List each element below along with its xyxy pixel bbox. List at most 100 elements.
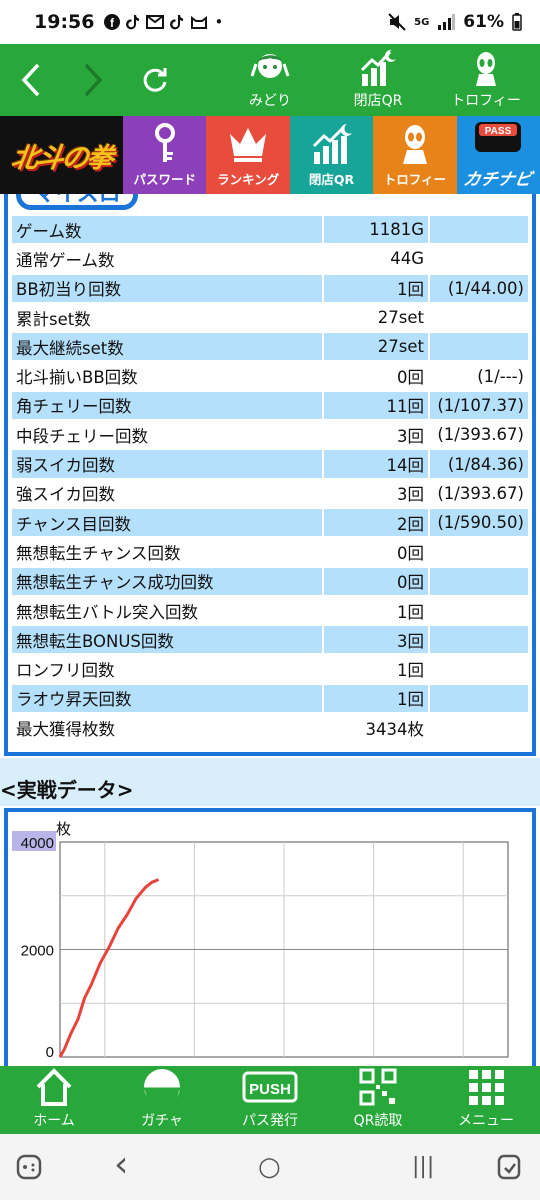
bottom-nav-gacha-label: ガチャ: [141, 1113, 183, 1129]
stats-row: チャンス目回数 2回 (1/590.50): [12, 508, 528, 537]
stats-row: 累計set数 27set: [12, 303, 528, 332]
stat-ratio: [428, 538, 528, 566]
bottom-nav-home-label: ホーム: [33, 1113, 75, 1129]
banner-trophy[interactable]: トロフィー: [373, 116, 457, 194]
bottom-nav-pass[interactable]: PUSH パス発行: [216, 1066, 324, 1134]
stat-value: 0回: [322, 567, 428, 595]
system-nav-bar: ‹ ○ |||: [0, 1134, 540, 1200]
myslo-label: マイスロ: [16, 194, 138, 210]
banner-kachinavi[interactable]: PASS カチナビ: [456, 116, 540, 194]
bottom-nav-home[interactable]: ホーム: [0, 1066, 108, 1134]
top-nav-qr-label: 閉店QR: [353, 93, 403, 109]
notification-icons: f •: [104, 13, 223, 31]
banner-trophy-label: トロフィー: [383, 172, 447, 187]
system-back-button[interactable]: ‹: [114, 1144, 129, 1185]
status-bar: 19:56 f • 5G 61%: [0, 0, 540, 44]
chart-y-tick-label: 2000: [21, 943, 54, 960]
stat-label: 最大継続set数: [12, 333, 322, 361]
qr-icon: [359, 1068, 397, 1106]
forward-button[interactable]: [62, 44, 124, 116]
tiktok-icon: [170, 15, 184, 30]
chart-y-unit: 枚: [56, 821, 71, 838]
chevron-right-icon: [84, 63, 103, 97]
banner-kachinavi-label: カチナビ: [462, 170, 534, 190]
gacha-icon: [144, 1069, 180, 1106]
bottom-nav-gacha[interactable]: ガチャ: [108, 1066, 216, 1134]
status-time: 19:56: [34, 11, 95, 33]
reload-button[interactable]: [124, 44, 186, 116]
bottom-nav-qr[interactable]: QR読取: [324, 1066, 432, 1134]
stats-row: 弱スイカ回数 14回 (1/84.36): [12, 450, 528, 478]
banner-closing-qr[interactable]: 閉店QR: [289, 116, 374, 194]
system-recents-button[interactable]: |||: [412, 1154, 435, 1179]
stat-label: 無想転生バトル突入回数: [16, 602, 198, 622]
alien-icon: [402, 125, 427, 164]
facebook-icon: f: [104, 14, 121, 30]
stat-ratio: [428, 216, 528, 244]
bottom-nav-menu[interactable]: メニュー: [432, 1066, 540, 1134]
stat-ratio: [428, 596, 528, 625]
stats-row: 無想転生チャンス回数 0回: [12, 538, 528, 566]
signal-icon: [438, 14, 456, 30]
bottom-nav: ホーム ガチャ PUSH パス発行 QR読取 メニュー: [0, 1066, 540, 1134]
top-nav-qr[interactable]: 閉店QR: [328, 44, 428, 116]
banner-ranking-label: ランキング: [217, 172, 280, 187]
network-label: 5G: [414, 16, 430, 28]
stat-label: 弱スイカ回数: [12, 450, 322, 478]
stats-row: 無想転生バトル突入回数 1回: [12, 596, 528, 625]
stat-ratio: [428, 333, 528, 361]
svg-text:PUSH: PUSH: [249, 1081, 291, 1098]
chart-up-icon: [312, 123, 352, 164]
bottom-nav-menu-label: メニュー: [458, 1113, 514, 1129]
stat-value: 1181G: [322, 216, 428, 244]
stats-row: 通常ゲーム数 44G: [12, 245, 528, 273]
character-icon: [250, 54, 290, 78]
top-nav-trophy[interactable]: トロフィー: [436, 44, 536, 116]
stat-label: 無想転生チャンス成功回数: [12, 567, 322, 595]
stat-label: 累計set数: [16, 309, 91, 329]
top-nav-trophy-label: トロフィー: [451, 93, 521, 109]
stat-value: 3434枚: [322, 714, 428, 742]
chart-series-line: [58, 878, 160, 1058]
banner-password[interactable]: パスワード: [123, 116, 207, 194]
banner-menu: 北斗の拳 パスワード ランキング 閉店QR トロフィー PASS カチナビ: [0, 116, 540, 194]
stat-ratio: (1/393.67): [428, 479, 528, 507]
push-icon: PUSH: [242, 1071, 298, 1103]
banner-ranking[interactable]: ランキング: [206, 116, 290, 194]
tiktok-icon: [126, 15, 140, 30]
stat-label: ゲーム数: [12, 216, 322, 244]
stat-value: 14回: [322, 450, 428, 478]
game-launcher-icon[interactable]: [16, 1154, 42, 1180]
stat-label: 北斗揃いBB回数: [16, 368, 138, 388]
game-logo[interactable]: 北斗の拳: [0, 116, 124, 194]
bottom-nav-pass-label: パス発行: [242, 1113, 298, 1129]
stat-value: 1回: [322, 274, 428, 302]
stats-row: ゲーム数 1181G: [12, 216, 528, 244]
system-home-button[interactable]: ○: [258, 1152, 281, 1182]
chevron-left-icon: [21, 63, 40, 97]
mail-icon: [146, 15, 165, 29]
svg-text:f: f: [110, 16, 115, 30]
stats-row: ロンフリ回数 1回: [12, 655, 528, 683]
stat-ratio: [428, 626, 528, 654]
stats-row: 中段チェリー回数 3回 (1/393.67): [12, 421, 528, 449]
chart-tick-highlight: [12, 831, 56, 851]
section-title: <実戦データ>: [0, 778, 134, 802]
screenshot-tool-icon[interactable]: [496, 1154, 522, 1180]
stat-ratio: (1/---): [428, 362, 528, 390]
battery-percent: 61%: [463, 12, 504, 32]
top-nav-midori[interactable]: みどり: [220, 44, 320, 116]
chart-y-tick-label: 4000: [21, 835, 54, 852]
stat-value: 3回: [322, 421, 428, 449]
stats-row: 強スイカ回数 3回 (1/393.67): [12, 479, 528, 507]
stats-row: 無想転生チャンス成功回数 0回: [12, 567, 528, 595]
stats-panel-header: マイスロ: [8, 194, 532, 214]
banner-password-label: パスワード: [133, 172, 197, 187]
stats-row: 最大獲得枚数 3434枚: [12, 714, 528, 742]
stat-value: 0回: [322, 538, 428, 566]
back-button[interactable]: [0, 44, 62, 116]
stat-ratio: [428, 245, 528, 273]
stat-label: 中段チェリー回数: [16, 426, 148, 446]
stat-label: ラオウ昇天回数: [12, 684, 322, 713]
